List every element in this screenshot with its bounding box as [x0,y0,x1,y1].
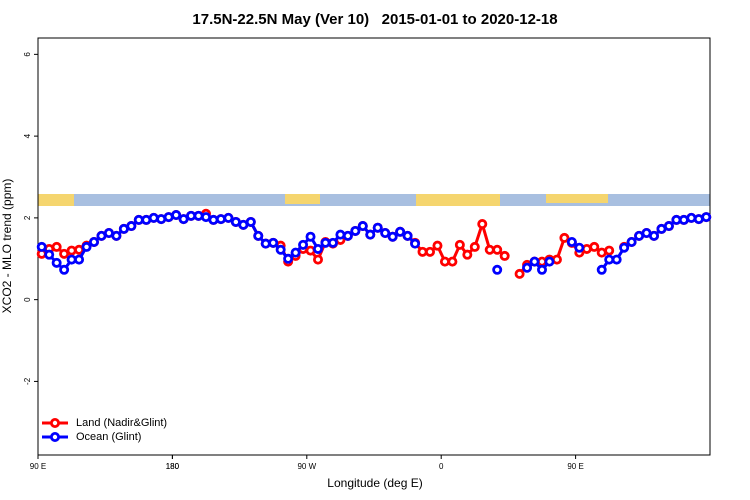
point [178,214,189,225]
point [89,237,100,248]
y-tick-label: -2 [23,377,32,385]
point [469,241,480,252]
point [559,232,570,243]
point [312,243,323,254]
point [380,228,391,239]
x-axis-label: Longitude (deg E) [327,476,422,490]
point [522,262,533,273]
y-axis-label: XCO2 - MLO trend (ppm) [0,179,14,314]
point [342,230,353,241]
point [619,242,630,253]
point [387,231,398,242]
point [611,254,622,265]
legend-marker [50,417,61,428]
x-tick-label: 180 [166,462,180,471]
point [193,210,204,221]
point [51,241,62,252]
legend-marker [50,431,61,442]
point [663,221,674,232]
legend-label: Land (Nadir&Glint) [76,417,167,429]
point [492,244,503,255]
point [171,210,182,221]
point [327,237,338,248]
map-strip [38,194,710,206]
y-tick-label: 4 [23,133,32,138]
point [275,244,286,255]
point [596,264,607,275]
point [335,229,346,240]
point [365,229,376,240]
point [208,214,219,225]
point [544,256,555,267]
point [260,238,271,249]
chart-title: 17.5N-22.5N May (Ver 10) 2015-01-01 to 2… [192,11,557,28]
y-tick-label: 2 [23,215,32,220]
x-tick-label: 180 [166,462,180,471]
legend-label: Ocean (Glint) [76,431,141,443]
y-tick-label: 6 [23,52,32,57]
x-tick-label: 0 [439,462,444,471]
point [126,221,137,232]
point [283,253,294,264]
point [574,242,585,253]
point [529,256,540,267]
point [395,226,406,237]
point [357,221,368,232]
point [253,230,264,241]
point [59,248,70,259]
point [477,219,488,230]
point [492,264,503,275]
point [626,237,637,248]
point [589,241,600,252]
point [402,230,413,241]
point [81,241,92,252]
point [44,249,55,260]
point [223,212,234,223]
point [298,239,309,250]
point [148,212,159,223]
x-tick-label: 90 E [30,462,46,471]
point [432,240,443,251]
point [305,245,316,256]
point [604,245,615,256]
point [649,230,660,241]
point [36,241,47,252]
point [410,238,421,249]
point [701,212,712,223]
point [305,231,316,242]
point [312,254,323,265]
point [74,254,85,265]
point [447,256,458,267]
point [111,230,122,241]
point [454,239,465,250]
point [245,216,256,227]
point [499,250,510,261]
point [59,264,70,275]
point [215,214,226,225]
y-tick-label: 0 [23,297,32,302]
x-tick-label: 90 E [567,462,583,471]
x-tick-label: 90 W [297,462,316,471]
point [372,222,383,233]
point [350,225,361,236]
point [537,264,548,275]
point [462,249,473,260]
point [514,268,525,279]
point [566,237,577,248]
point [290,247,301,258]
point [424,246,435,257]
point [686,212,697,223]
point [66,245,77,256]
point [268,237,279,248]
point [51,257,62,268]
